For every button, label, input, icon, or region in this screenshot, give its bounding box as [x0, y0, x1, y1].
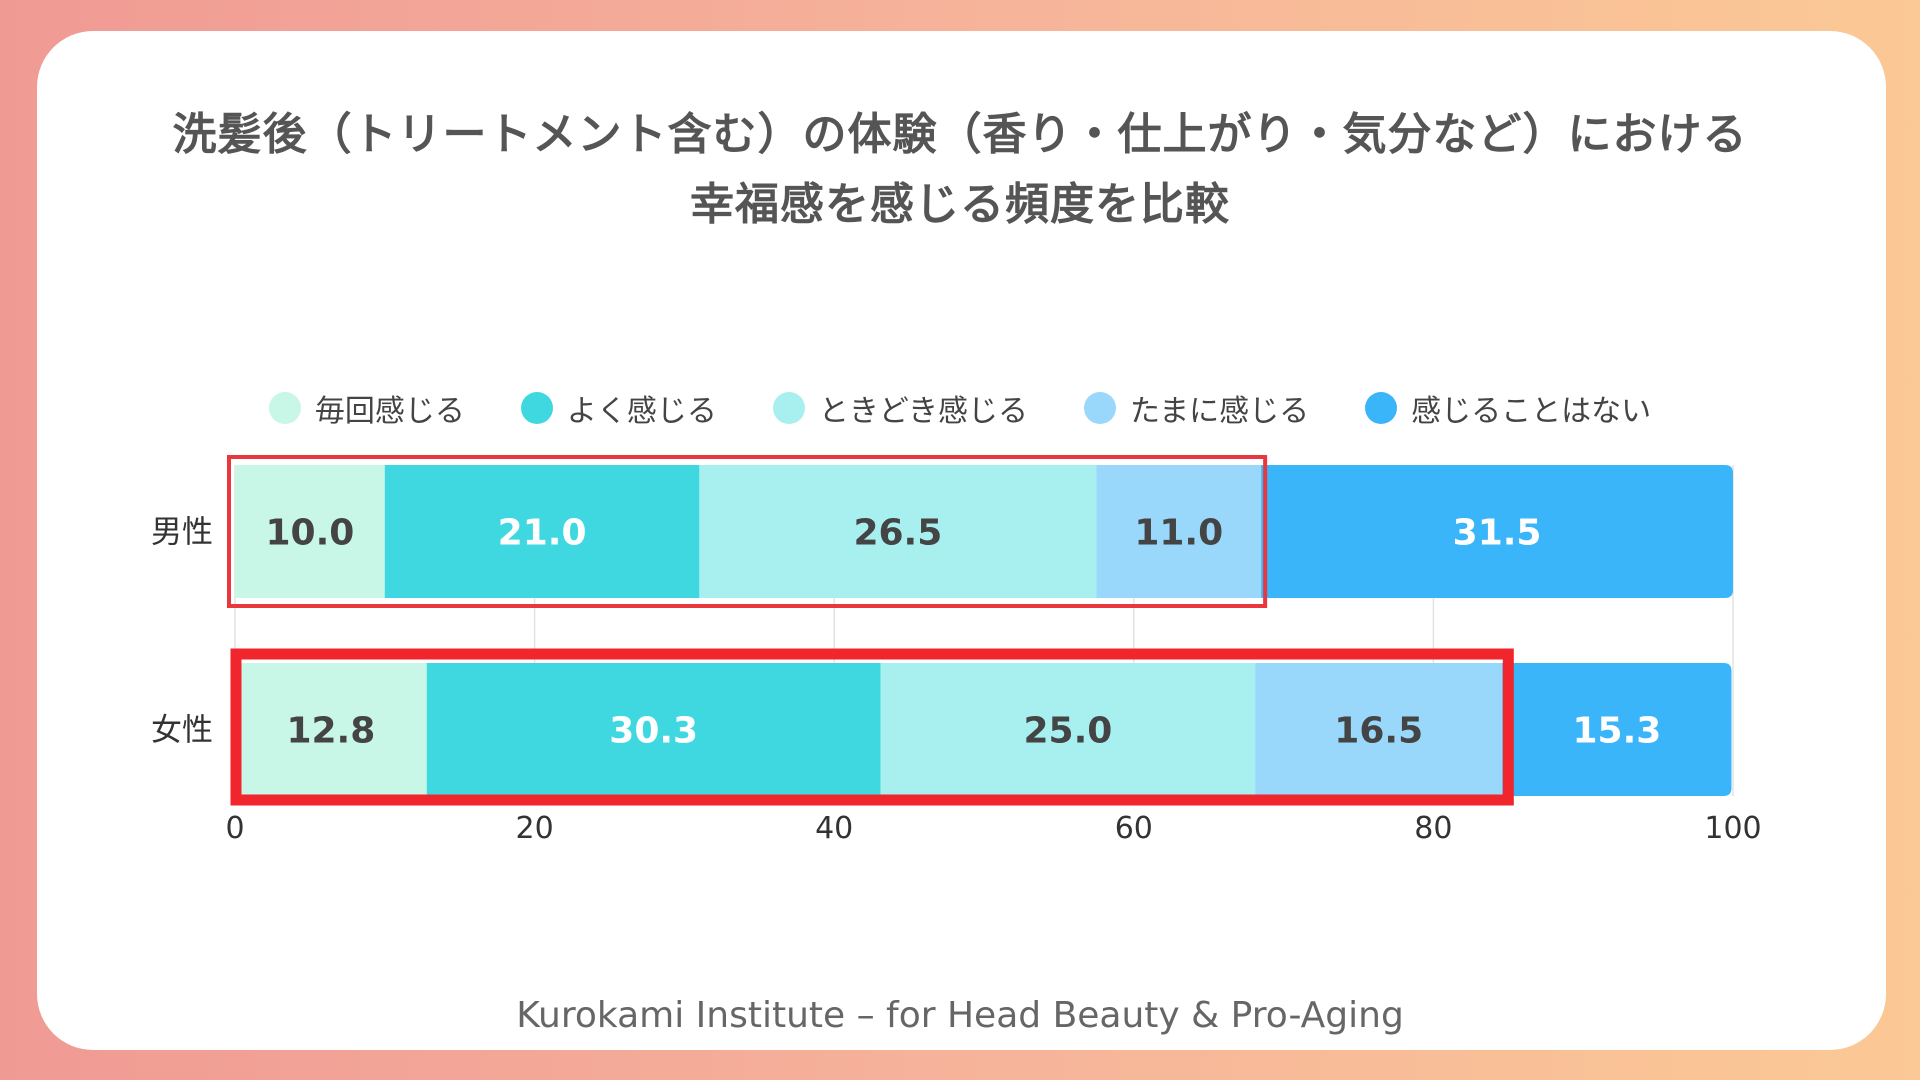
legend-label-2: ときどき感じる	[818, 394, 1028, 429]
legend-item-3: たまに感じる	[1084, 386, 1309, 430]
bar-1-1	[426, 663, 881, 796]
highlight-box-1	[230, 648, 1514, 806]
data-label-1-1: 30.3	[609, 711, 698, 752]
legend-swatch-2	[772, 392, 805, 424]
data-label-0-3: 11.0	[1134, 513, 1223, 554]
x-tick-label-80: 80	[1414, 811, 1452, 846]
data-label-1-4: 15.3	[1572, 711, 1661, 752]
data-label-0-4: 31.5	[1453, 513, 1542, 554]
x-tick-label-60: 60	[1115, 811, 1153, 846]
data-label-0-2: 26.5	[853, 513, 942, 554]
legend-label-1: よく感じる	[566, 394, 717, 429]
category-label-0: 男性	[151, 515, 213, 551]
data-label-0-0: 10.0	[265, 513, 354, 554]
legend-item-1: よく感じる	[520, 386, 717, 430]
legend-swatch-1	[520, 392, 553, 424]
x-tick-label-0: 0	[225, 811, 244, 846]
chart-title-line-1: 洗髪後（トリートメント含む）の体験（香り・仕上がり・気分など）における	[172, 109, 1748, 160]
category-label-1: 女性	[151, 713, 213, 749]
legend-item-4: 感じることはない	[1365, 386, 1651, 430]
chart-title: 洗髪後（トリートメント含む）の体験（香り・仕上がり・気分など）における 幸福感を…	[0, 100, 1920, 240]
x-tick-label-100: 100	[1704, 811, 1761, 846]
data-label-0-1: 21.0	[498, 513, 587, 554]
x-tick-label-20: 20	[516, 811, 554, 846]
highlight-box-0	[227, 455, 1268, 608]
chart-title-line-2: 幸福感を感じる頻度を比較	[690, 179, 1230, 230]
bar-1-2	[880, 663, 1256, 796]
legend-swatch-0	[268, 392, 301, 424]
bar-0-4	[1261, 465, 1733, 598]
legend-label-0: 毎回感じる	[314, 394, 465, 429]
bar-1-0	[235, 663, 427, 796]
bar-1-3	[1255, 663, 1503, 796]
legend-swatch-3	[1084, 392, 1116, 424]
bar-0-0	[235, 465, 385, 598]
legend-label-4: 感じることはない	[1411, 394, 1652, 429]
data-label-1-3: 16.5	[1334, 711, 1423, 752]
legend-label-3: たまに感じる	[1130, 394, 1310, 429]
data-label-1-0: 12.8	[286, 711, 375, 752]
data-label-1-2: 25.0	[1023, 711, 1112, 752]
bar-0-2	[699, 465, 1097, 598]
legend: 毎回感じる よく感じる ときどき感じる たまに感じる 感じることはない	[0, 383, 1920, 433]
footer-credit: Kurokami Institute – for Head Beauty & P…	[516, 995, 1404, 1036]
legend-item-2: ときどき感じる	[772, 386, 1028, 430]
bar-1-4	[1502, 663, 1732, 796]
x-tick-label-40: 40	[815, 811, 853, 846]
legend-item-0: 毎回感じる	[268, 386, 465, 430]
bar-0-3	[1096, 465, 1262, 598]
bar-0-1	[384, 465, 700, 598]
legend-swatch-4	[1365, 392, 1398, 424]
